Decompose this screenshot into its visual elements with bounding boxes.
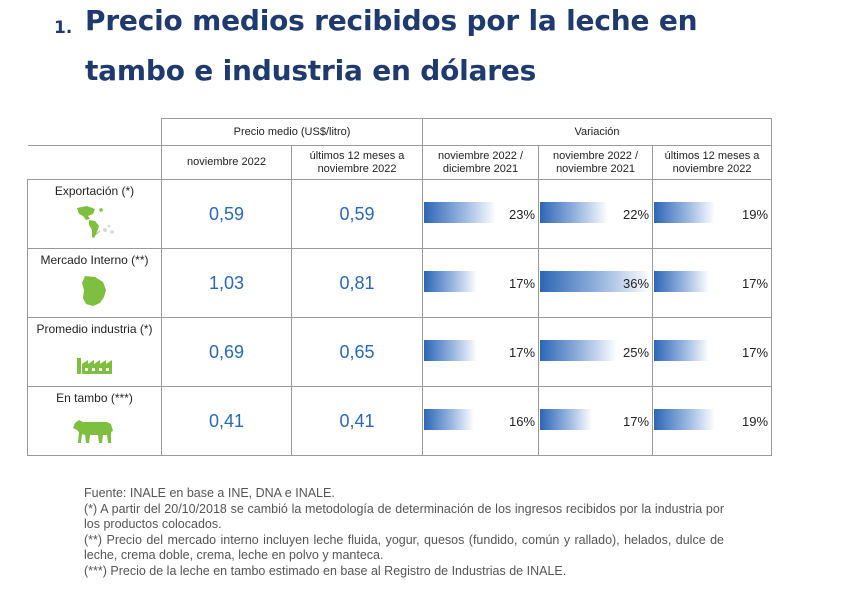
var-12m-cell: 17%: [652, 317, 773, 387]
var-month-label: 16%: [508, 413, 536, 429]
footnote-1: (*) A partir del 20/10/2018 se cambió la…: [84, 501, 724, 532]
header-price-month: noviembre 2022: [161, 145, 292, 180]
table-row: En tambo (***) 0,41 0,41 16% 17% 19%: [27, 386, 773, 456]
var-yoy-bar: [540, 340, 618, 361]
uruguay-map-icon: [81, 276, 106, 306]
var-month-bar: [424, 271, 478, 292]
var-month-cell: 17%: [422, 317, 540, 387]
var-12m-bar: [654, 271, 710, 292]
var-12m-cell: 19%: [652, 179, 773, 249]
var-yoy-bar: [540, 271, 652, 292]
var-12m-bar: [654, 409, 716, 430]
var-12m-label: 17%: [742, 344, 769, 360]
price-12m-value: 0,41: [290, 386, 424, 456]
row-label-cell: En tambo (***): [27, 386, 162, 456]
title-line-2: tambo e industria en dólares: [85, 54, 537, 87]
price-month-value: 0,69: [161, 317, 292, 387]
var-month-label: 23%: [508, 206, 536, 222]
header-variation-group: Variación: [422, 118, 773, 146]
var-12m-bar: [654, 202, 716, 223]
var-month-label: 17%: [508, 275, 536, 291]
var-month-bar: [424, 409, 475, 430]
var-month-bar: [424, 340, 478, 361]
var-yoy-bar: [540, 409, 593, 430]
empty-corner-2: [27, 145, 162, 180]
var-12m-label: 19%: [742, 206, 769, 222]
var-yoy-bar: [540, 202, 609, 223]
var-yoy-label: 25%: [622, 344, 650, 360]
footnotes: Fuente: INALE en base a INE, DNA e INALE…: [84, 486, 724, 579]
var-12m-bar: [654, 340, 710, 361]
price-12m-value: 0,59: [290, 179, 424, 249]
footnote-2: (**) Precio del mercado interno incluyen…: [84, 532, 724, 563]
var-12m-label: 17%: [742, 275, 769, 291]
row-label-cell: Promedio industria (*): [27, 317, 162, 387]
price-month-value: 0,59: [161, 179, 292, 249]
price-month-value: 0,41: [161, 386, 292, 456]
header-var-12m: últimos 12 meses a noviembre 2022: [652, 145, 773, 180]
header-price-12m: últimos 12 meses a noviembre 2022: [290, 145, 424, 180]
source-note: Fuente: INALE en base a INE, DNA e INALE…: [84, 486, 335, 500]
header-price-group: Precio medio (US$/litro): [160, 118, 424, 146]
var-month-cell: 23%: [422, 179, 540, 249]
var-yoy-label: 22%: [622, 206, 650, 222]
price-12m-value: 0,81: [290, 248, 424, 318]
title-line-1: Precio medios recibidos por la leche en: [85, 4, 698, 37]
var-month-label: 17%: [508, 344, 536, 360]
var-12m-label: 19%: [742, 413, 769, 429]
table-row: Mercado Interno (**) 1,03 0,81 17% 36% 1…: [27, 248, 773, 318]
var-yoy-label: 17%: [622, 413, 650, 429]
row-label: En tambo (***): [56, 391, 133, 405]
footnote-3: (***) Precio de la leche en tambo estima…: [84, 563, 567, 578]
var-yoy-cell: 36%: [538, 248, 654, 318]
world-map-americas-icon: [76, 206, 114, 238]
price-month-value: 1,03: [161, 248, 292, 318]
var-yoy-label: 36%: [622, 275, 650, 291]
header-var-month: noviembre 2022 / diciembre 2021: [422, 145, 540, 180]
row-label-cell: Mercado Interno (**): [27, 248, 162, 318]
row-label: Exportación (*): [54, 184, 135, 198]
cow-icon: [72, 420, 113, 443]
price-12m-value: 0,65: [290, 317, 424, 387]
title-number: 1.: [54, 18, 73, 38]
table-row: Exportación (*) 0,59 0,59 23% 22% 19%: [27, 179, 773, 249]
var-12m-cell: 19%: [652, 386, 773, 456]
table-row: Promedio industria (*) 0,69 0,65 17% 25%…: [27, 317, 773, 387]
row-label-cell: Exportación (*): [27, 179, 162, 249]
row-label: Promedio industria (*): [36, 322, 153, 336]
price-table: Precio medio (US$/litro) Variación novie…: [27, 118, 773, 456]
var-month-bar: [424, 202, 497, 223]
factory-icon: [76, 358, 112, 374]
empty-corner: [27, 118, 162, 146]
var-yoy-cell: 25%: [538, 317, 654, 387]
header-var-yoy: noviembre 2022 / noviembre 2021: [538, 145, 654, 180]
var-12m-cell: 17%: [652, 248, 773, 318]
var-yoy-cell: 17%: [538, 386, 654, 456]
var-month-cell: 16%: [422, 386, 540, 456]
row-label: Mercado Interno (**): [40, 253, 149, 267]
var-yoy-cell: 22%: [538, 179, 654, 249]
var-month-cell: 17%: [422, 248, 540, 318]
